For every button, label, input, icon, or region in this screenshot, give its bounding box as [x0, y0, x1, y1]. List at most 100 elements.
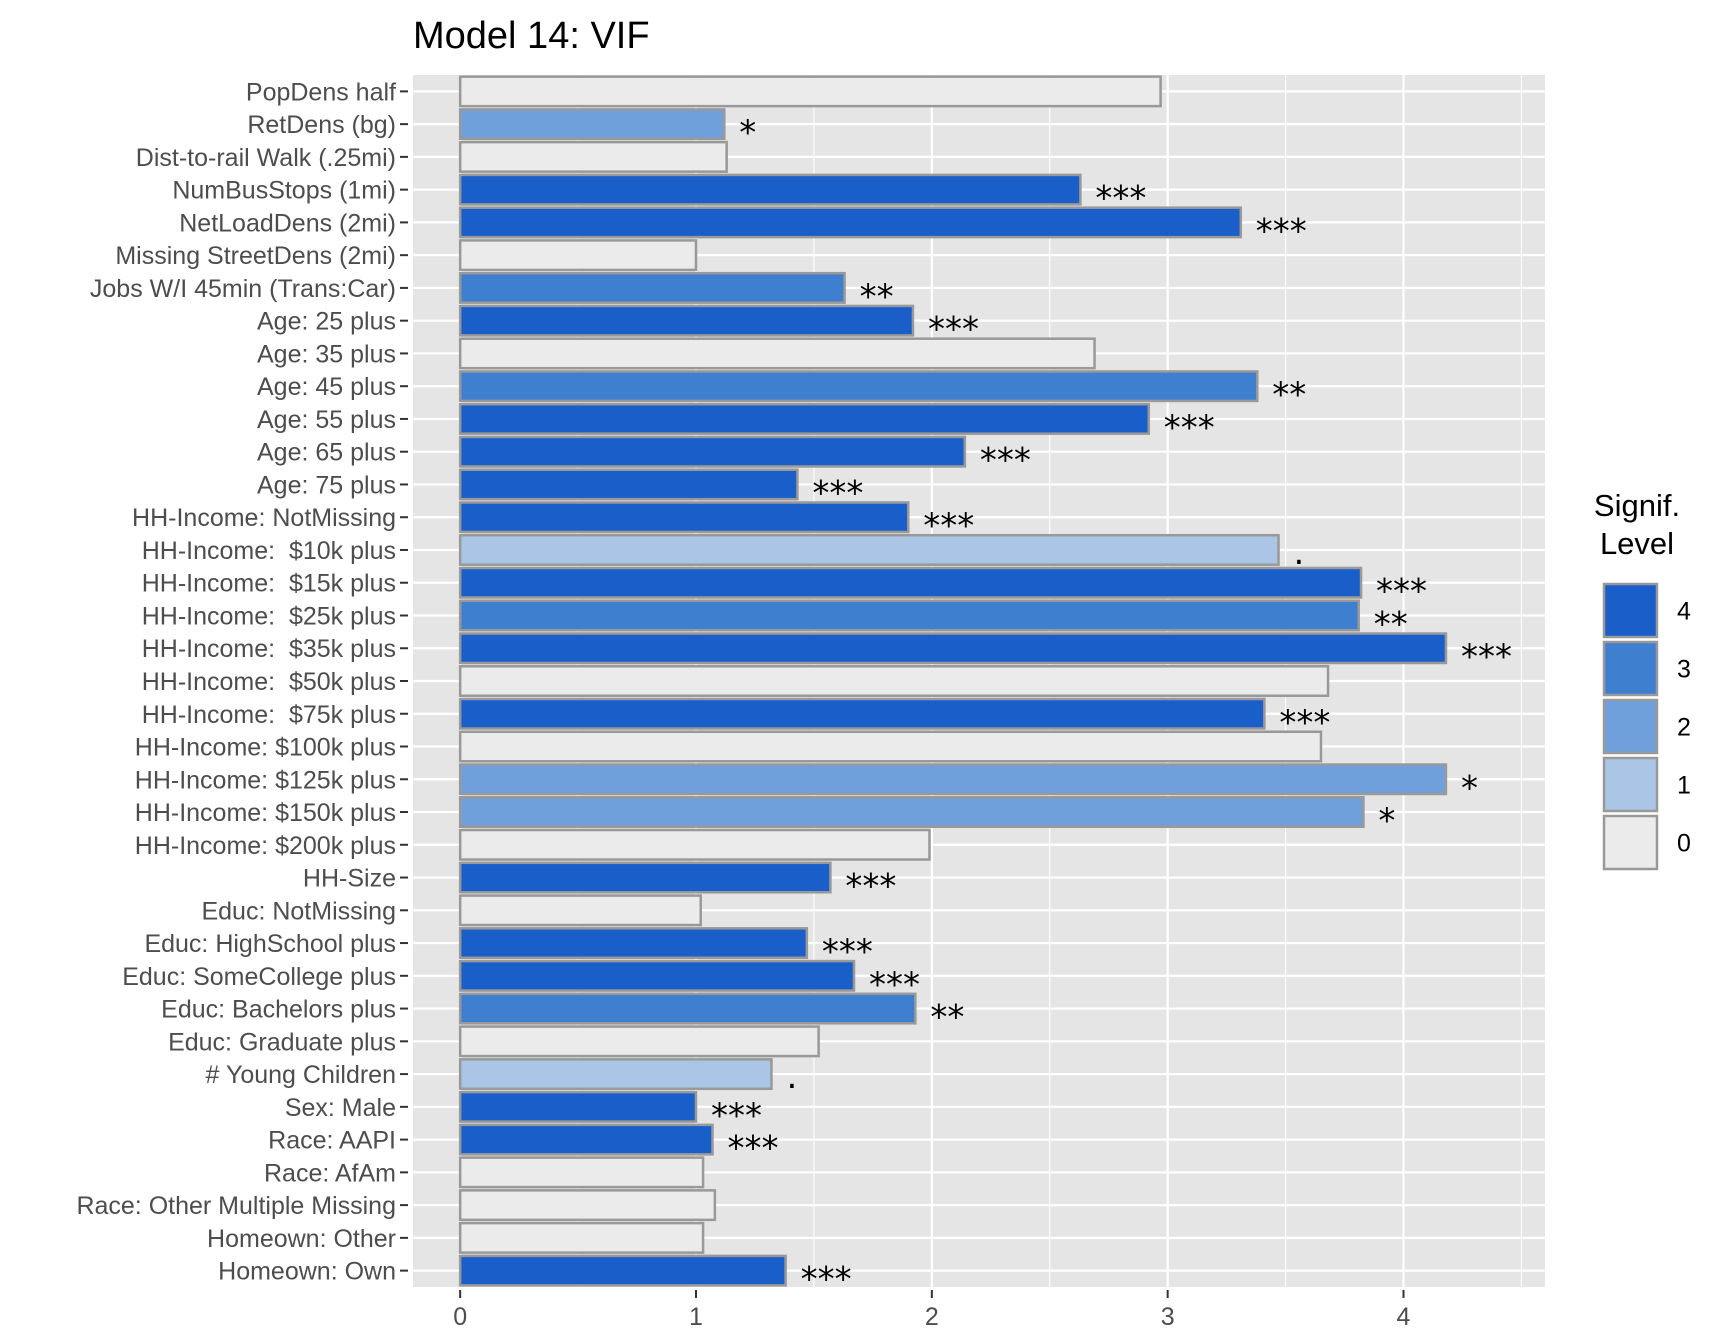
category-label: Educ: NotMissing: [201, 897, 396, 925]
bar: [458, 337, 1096, 370]
category-label: HH-Size: [303, 865, 396, 893]
x-axis: 0 1 2 3 4: [453, 1290, 1411, 1330]
category-label: Age: 65 plus: [257, 439, 396, 467]
significance-label: ***: [1256, 211, 1307, 251]
x-tick-label: 2: [925, 1303, 939, 1330]
significance-label: ***: [845, 867, 896, 907]
bar: [458, 1123, 714, 1156]
y-axis-labels: PopDens half RetDens (bg) Dist-to-rail Wal…: [76, 78, 408, 1286]
category-label: HH-Income: $75k plus: [142, 701, 396, 729]
category-label: HH-Income: $35k plus: [142, 635, 396, 663]
category-label: Sex: Male: [285, 1094, 396, 1122]
significance-label: *: [1461, 768, 1478, 808]
bar: [458, 1025, 820, 1058]
bar: [458, 1189, 717, 1222]
x-tick-label: 0: [453, 1303, 467, 1330]
category-label: PopDens half: [246, 78, 396, 106]
significance-label: .: [786, 1057, 797, 1097]
bar: [458, 959, 856, 992]
legend-title: Signif.: [1594, 488, 1680, 523]
legend-label: 0: [1677, 830, 1691, 858]
category-label: Age: 55 plus: [257, 406, 396, 434]
category-label: Age: 45 plus: [257, 373, 396, 401]
category-label: HH-Income: $15k plus: [142, 570, 396, 598]
legend-label: 2: [1677, 714, 1691, 742]
legend-key: [1602, 698, 1659, 755]
significance-label: ***: [728, 1129, 779, 1169]
category-label: Educ: SomeCollege plus: [122, 963, 396, 991]
category-label: Race: Other Multiple Missing: [76, 1192, 396, 1220]
category-label: Educ: HighSchool plus: [144, 930, 396, 958]
bar: [458, 402, 1151, 435]
bar: [458, 1090, 698, 1123]
bar: [458, 566, 1363, 599]
bar: [458, 796, 1365, 829]
bar: [458, 533, 1280, 566]
bar: [458, 206, 1243, 239]
category-label: HH-Income: $125k plus: [135, 766, 396, 794]
legend-label: 3: [1677, 656, 1691, 684]
x-tick-label: 1: [689, 1303, 703, 1330]
category-label: RetDens (bg): [247, 111, 396, 139]
significance-label: ***: [1279, 703, 1330, 743]
category-label: Homeown: Own: [218, 1258, 396, 1286]
bar: [458, 468, 799, 501]
significance-label: ***: [1376, 572, 1427, 612]
category-label: Educ: Bachelors plus: [161, 996, 396, 1024]
category-label: Dist-to-rail Walk (.25mi): [136, 144, 396, 172]
bar: [458, 1156, 705, 1189]
chart-title: Model 14: VIF: [413, 15, 650, 57]
bar: [458, 435, 967, 468]
significance-label: *: [1378, 801, 1395, 841]
bar: [458, 599, 1360, 632]
category-label: # Young Children: [206, 1061, 396, 1089]
category-label: HH-Income: $25k plus: [142, 602, 396, 630]
bar: [458, 370, 1259, 403]
bar: [458, 697, 1266, 730]
significance-label: ***: [1461, 637, 1512, 677]
category-label: NetLoadDens (2mi): [179, 209, 396, 237]
bar: [458, 173, 1082, 206]
category-label: Homeown: Other: [207, 1225, 396, 1253]
category-label: Race: AfAm: [264, 1159, 396, 1187]
bars: [458, 75, 1448, 1287]
significance-label: **: [1374, 604, 1408, 644]
bar: [458, 1058, 773, 1091]
category-label: HH-Income: $150k plus: [135, 799, 396, 827]
bar: [458, 828, 931, 861]
category-label: NumBusStops (1mi): [172, 177, 396, 205]
bar: [458, 861, 832, 894]
legend-title: Level: [1600, 526, 1674, 561]
significance-label: ***: [869, 965, 920, 1005]
bar: [458, 140, 728, 173]
category-label: HH-Income: $10k plus: [142, 537, 396, 565]
bar: [458, 239, 698, 272]
bar: [458, 632, 1448, 665]
significance-label: ***: [928, 310, 979, 350]
bar: [458, 992, 917, 1025]
legend-label: 1: [1677, 772, 1691, 800]
significance-label: ***: [1095, 179, 1146, 219]
category-label: HH-Income: $200k plus: [135, 832, 396, 860]
significance-label: ***: [711, 1096, 762, 1136]
category-label: Educ: Graduate plus: [168, 1028, 396, 1056]
legend-label: 4: [1677, 598, 1691, 626]
significance-label: *: [739, 113, 756, 153]
x-tick-label: 4: [1397, 1303, 1411, 1330]
category-label: HH-Income: NotMissing: [132, 504, 396, 532]
bar: [458, 763, 1448, 796]
category-label: Age: 75 plus: [257, 471, 396, 499]
bar: [458, 75, 1162, 108]
significance-label: **: [1272, 375, 1306, 415]
significance-label: **: [930, 998, 964, 1038]
bar: [458, 1221, 705, 1254]
bar: [458, 108, 726, 141]
significance-label: ***: [980, 441, 1031, 481]
legend: Signif.Level 4 3 2 1 0: [1594, 488, 1691, 871]
significance-label: ***: [1164, 408, 1215, 448]
significance-markers: **************************.*************…: [711, 113, 1512, 1299]
significance-label: .: [1294, 533, 1305, 573]
bar: [458, 271, 846, 304]
category-label: Age: 25 plus: [257, 308, 396, 336]
